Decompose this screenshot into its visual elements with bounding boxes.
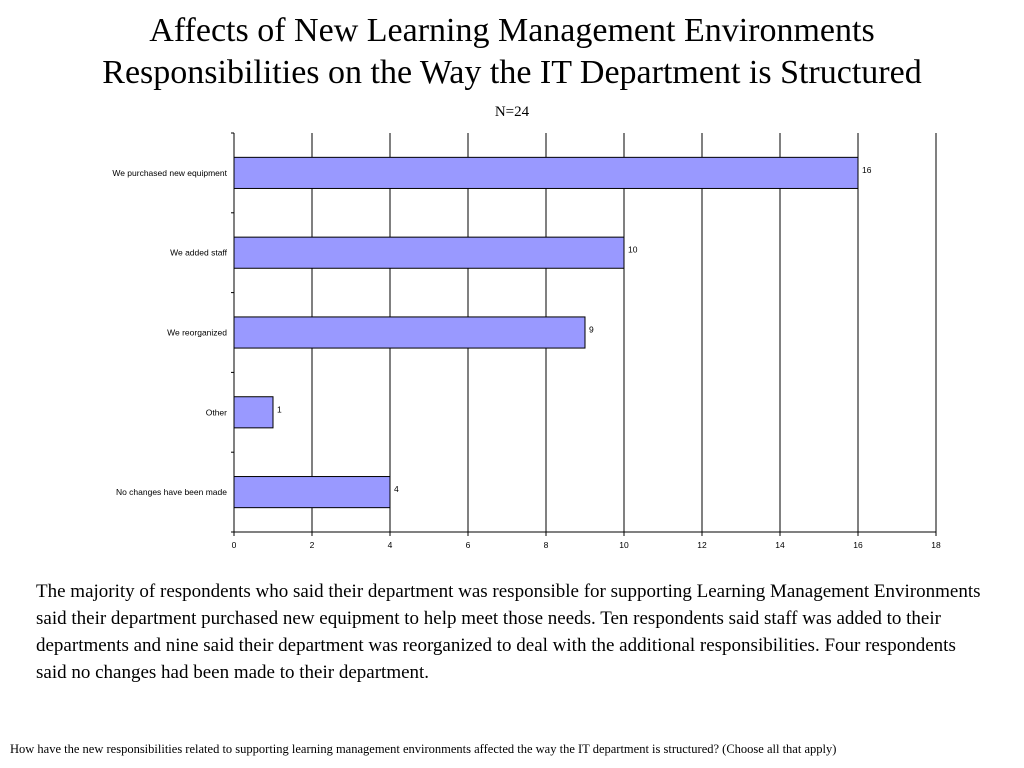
data-label: 4 (394, 484, 399, 494)
x-tick-label: 14 (775, 540, 785, 550)
category-label: We added staff (170, 248, 228, 258)
chart-title: Affects of New Learning Management Envir… (0, 10, 1024, 94)
x-tick-label: 18 (931, 540, 941, 550)
x-tick-label: 4 (388, 540, 393, 550)
title-line-1: Affects of New Learning Management Envir… (149, 12, 875, 49)
sample-size: N=24 (494, 104, 530, 120)
data-label: 9 (589, 325, 594, 335)
x-tick-label: 12 (697, 540, 707, 550)
bar (233, 396, 274, 429)
x-tick-label: 0 (232, 540, 237, 550)
bar (233, 476, 391, 509)
x-tick-label: 6 (466, 540, 471, 550)
category-label: No changes have been made (116, 487, 227, 497)
data-label: 1 (277, 404, 282, 414)
data-label: 10 (628, 245, 638, 255)
bar (233, 156, 859, 189)
data-label: 16 (862, 165, 872, 175)
summary-text: The majority of respondents who said the… (36, 581, 981, 683)
category-label: We purchased new equipment (112, 168, 227, 178)
bar (233, 236, 625, 269)
survey-question: How have the new responsibilities relate… (10, 742, 837, 756)
category-label: Other (206, 407, 227, 417)
x-tick-label: 8 (544, 540, 549, 550)
x-tick-label: 16 (853, 540, 863, 550)
bar (233, 316, 586, 349)
x-tick-label: 10 (619, 540, 629, 550)
x-tick-label: 2 (310, 540, 315, 550)
title-line-2: Responsibilities on the Way the IT Depar… (102, 54, 922, 91)
category-label: We reorganized (167, 328, 227, 338)
